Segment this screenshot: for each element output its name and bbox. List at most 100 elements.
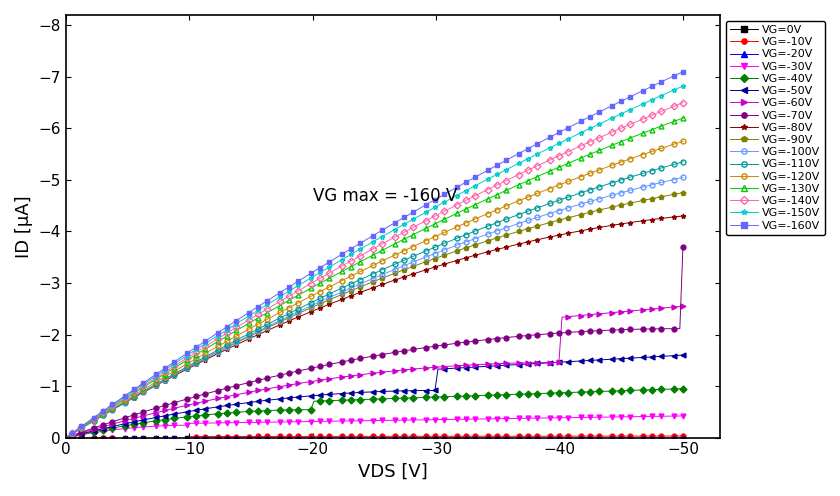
VG=-70V: [176, 398, 186, 404]
VG=-20V: [176, 434, 186, 440]
VG=-20V: [625, 434, 635, 440]
VG=-10V: [60, 434, 71, 440]
X-axis label: VDS [V]: VDS [V]: [358, 463, 428, 481]
Text: VG max = -160 V: VG max = -160 V: [312, 186, 457, 204]
VG=-150V: [98, 409, 108, 415]
VG=-50V: [98, 426, 108, 432]
VG=-150V: [60, 434, 71, 440]
VG=-140V: [60, 434, 71, 440]
VG=-150V: [678, 83, 688, 89]
Line: VG=-130V: VG=-130V: [64, 116, 685, 440]
VG=-160V: [647, 83, 657, 89]
Line: VG=-100V: VG=-100V: [64, 175, 685, 440]
VG=-160V: [678, 69, 688, 75]
VG=-10V: [228, 434, 239, 439]
VG=-120V: [176, 365, 186, 371]
VG=-10V: [86, 435, 96, 441]
VG=-70V: [60, 434, 71, 440]
VG=-90V: [176, 369, 186, 374]
VG=-100V: [678, 175, 688, 181]
Line: VG=-10V: VG=-10V: [64, 434, 685, 442]
VG=-30V: [176, 422, 186, 428]
VG=0V: [225, 434, 235, 440]
VG=-60V: [225, 393, 235, 399]
VG=-90V: [86, 420, 96, 426]
Line: VG=-20V: VG=-20V: [64, 435, 685, 440]
VG=-90V: [225, 343, 235, 349]
VG=0V: [176, 434, 186, 440]
VG=-20V: [647, 434, 657, 440]
VG=-110V: [625, 174, 635, 180]
VG=-10V: [628, 433, 638, 439]
Line: VG=-40V: VG=-40V: [64, 386, 685, 440]
VG=-20V: [678, 434, 688, 440]
VG=-100V: [225, 342, 235, 348]
VG=-50V: [647, 354, 657, 360]
VG=-160V: [176, 355, 186, 361]
VG=-160V: [86, 417, 96, 423]
VG=-110V: [678, 159, 688, 165]
VG=-70V: [647, 326, 657, 332]
VG=-130V: [98, 410, 108, 416]
VG=-100V: [176, 369, 186, 374]
VG=-50V: [625, 355, 635, 361]
Line: VG=-80V: VG=-80V: [64, 214, 685, 440]
VG=0V: [98, 434, 108, 440]
VG=-70V: [86, 426, 96, 432]
VG=-40V: [678, 386, 688, 392]
VG=-120V: [60, 434, 71, 440]
VG=-120V: [98, 411, 108, 417]
VG=-90V: [647, 195, 657, 201]
VG=-130V: [176, 361, 186, 367]
VG=-20V: [225, 434, 235, 440]
VG=-10V: [678, 433, 688, 439]
VG=0V: [625, 434, 635, 440]
VG=-50V: [678, 352, 688, 358]
VG=-140V: [625, 122, 635, 127]
VG=-70V: [625, 326, 635, 332]
VG=-40V: [86, 429, 96, 435]
VG=-100V: [647, 182, 657, 188]
VG=-110V: [98, 412, 108, 418]
VG=-60V: [647, 306, 657, 312]
VG=-30V: [678, 413, 688, 419]
VG=-50V: [86, 429, 96, 434]
VG=-30V: [225, 420, 235, 426]
VG=-110V: [176, 368, 186, 373]
VG=-100V: [625, 187, 635, 193]
VG=-50V: [225, 402, 235, 408]
VG=-70V: [678, 244, 688, 250]
VG=-130V: [647, 126, 657, 132]
VG=-150V: [86, 417, 96, 423]
VG=-80V: [225, 345, 235, 351]
VG=-50V: [176, 410, 186, 416]
VG=-40V: [176, 415, 186, 421]
VG=-10V: [650, 433, 660, 439]
VG=-110V: [60, 434, 71, 440]
VG=-120V: [678, 138, 688, 144]
VG=-110V: [225, 340, 235, 346]
VG=-30V: [625, 414, 635, 420]
VG=0V: [86, 434, 96, 440]
VG=-20V: [98, 434, 108, 440]
Line: VG=-30V: VG=-30V: [64, 414, 685, 440]
VG=-80V: [176, 370, 186, 375]
Y-axis label: ID [μA]: ID [μA]: [15, 195, 33, 257]
VG=-120V: [625, 156, 635, 162]
VG=-140V: [98, 409, 108, 415]
VG=-40V: [225, 410, 235, 416]
VG=-40V: [625, 387, 635, 393]
VG=-140V: [176, 359, 186, 365]
VG=-140V: [647, 112, 657, 118]
VG=-130V: [86, 418, 96, 424]
VG=-150V: [647, 97, 657, 103]
VG=-160V: [98, 408, 108, 414]
VG=-60V: [678, 303, 688, 309]
VG=-60V: [98, 424, 108, 430]
VG=-120V: [647, 148, 657, 154]
VG=-80V: [647, 217, 657, 223]
VG=-40V: [60, 434, 71, 440]
VG=-130V: [678, 115, 688, 121]
VG=-160V: [225, 321, 235, 327]
Line: VG=-160V: VG=-160V: [64, 69, 685, 440]
